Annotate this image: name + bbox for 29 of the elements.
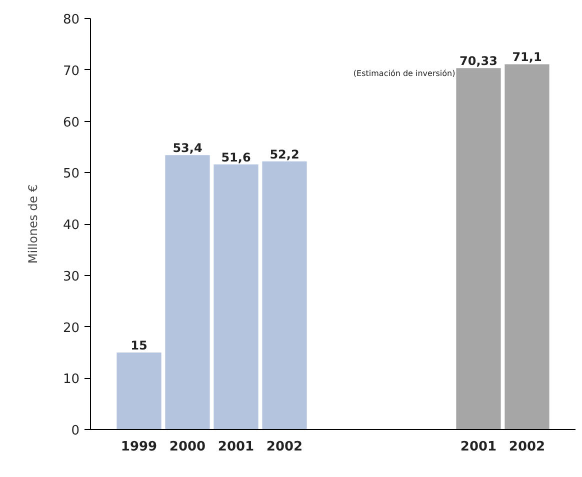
text: 53,4 <box>172 141 202 156</box>
y-tick-label: 80 <box>62 12 80 28</box>
y-tick-label: 40 <box>62 218 80 233</box>
x-tick-label: 2001 <box>218 440 254 454</box>
annotation: (Estimación de inversión) <box>353 69 456 78</box>
y-tick-label: 20 <box>62 320 80 336</box>
bar <box>116 352 162 430</box>
y-axis-title: Millones de € <box>26 184 40 264</box>
y-tick-label: 0 <box>71 424 80 438</box>
text: 70,33 <box>460 54 498 68</box>
y-tick-label: 60 <box>62 115 80 130</box>
text: 51,6 <box>221 150 251 164</box>
text: 52,2 <box>270 147 300 162</box>
y-tick-label: 30 <box>62 269 80 284</box>
bar <box>214 164 258 430</box>
bar <box>504 64 550 430</box>
text: 71,1 <box>512 50 542 64</box>
y-tick-label: 50 <box>62 166 80 182</box>
y-tick-label: 70 <box>62 64 80 79</box>
bar <box>262 161 307 430</box>
text: 15 <box>130 338 148 352</box>
bar <box>456 68 501 430</box>
x-tick-label: 2000 <box>169 440 206 454</box>
bar <box>165 155 210 430</box>
x-tick-label: 2001 <box>460 440 497 454</box>
x-tick-label: 2002 <box>508 440 546 454</box>
y-tick-label: 10 <box>62 372 80 388</box>
x-tick-label: 1999 <box>120 440 158 454</box>
x-tick-label: 2002 <box>266 440 303 454</box>
